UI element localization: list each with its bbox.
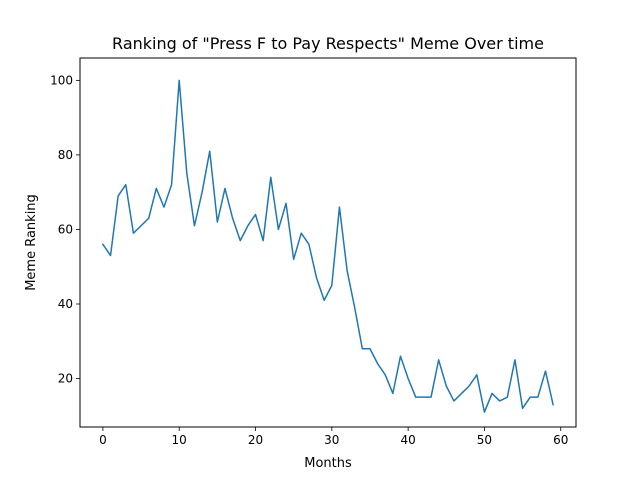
y-tick-label: 100 — [50, 73, 73, 87]
plot-area — [101, 79, 555, 413]
x-tick-label: 20 — [248, 433, 263, 447]
x-axis-label: Months — [304, 456, 352, 471]
x-tick-label: 60 — [553, 433, 568, 447]
y-tick-label: 20 — [58, 372, 73, 386]
y-tick-label: 60 — [58, 222, 73, 236]
x-tick-label: 40 — [400, 433, 415, 447]
x-tick-label: 30 — [324, 433, 339, 447]
x-tick-label: 0 — [99, 433, 107, 447]
y-tick-label: 40 — [58, 297, 73, 311]
series-line-0 — [101, 79, 555, 413]
x-tick-label: 50 — [477, 433, 492, 447]
chart-title: Ranking of "Press F to Pay Respects" Mem… — [112, 34, 544, 53]
y-tick-label: 80 — [58, 148, 73, 162]
x-axis: 0 10 20 30 40 50 60 — [99, 427, 568, 447]
axes-frame — [79, 57, 577, 428]
x-tick-label: 10 — [172, 433, 187, 447]
y-axis-label: Meme Ranking — [24, 194, 39, 291]
y-axis: 20 40 60 80 100 — [50, 73, 80, 386]
